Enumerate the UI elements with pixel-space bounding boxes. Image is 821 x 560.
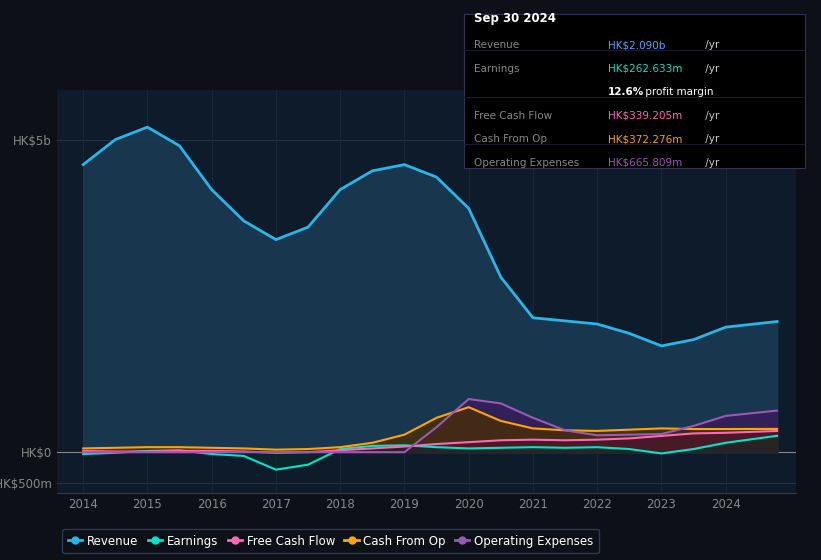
Text: /yr: /yr xyxy=(702,40,719,50)
Text: HK$262.633m: HK$262.633m xyxy=(608,64,682,74)
Text: Sep 30 2024: Sep 30 2024 xyxy=(474,12,556,25)
Text: Free Cash Flow: Free Cash Flow xyxy=(474,111,552,121)
Text: HK$339.205m: HK$339.205m xyxy=(608,111,681,121)
Text: HK$2.090b: HK$2.090b xyxy=(608,40,665,50)
Text: 12.6%: 12.6% xyxy=(608,87,644,97)
Text: /yr: /yr xyxy=(702,64,719,74)
Text: profit margin: profit margin xyxy=(642,87,713,97)
Text: HK$665.809m: HK$665.809m xyxy=(608,158,681,168)
Text: /yr: /yr xyxy=(702,134,719,144)
Text: HK$372.276m: HK$372.276m xyxy=(608,134,682,144)
Text: /yr: /yr xyxy=(702,111,719,121)
Text: Cash From Op: Cash From Op xyxy=(474,134,547,144)
Text: /yr: /yr xyxy=(702,158,719,168)
Text: Operating Expenses: Operating Expenses xyxy=(474,158,579,168)
Legend: Revenue, Earnings, Free Cash Flow, Cash From Op, Operating Expenses: Revenue, Earnings, Free Cash Flow, Cash … xyxy=(62,529,599,553)
Text: Revenue: Revenue xyxy=(474,40,519,50)
Text: Earnings: Earnings xyxy=(474,64,519,74)
